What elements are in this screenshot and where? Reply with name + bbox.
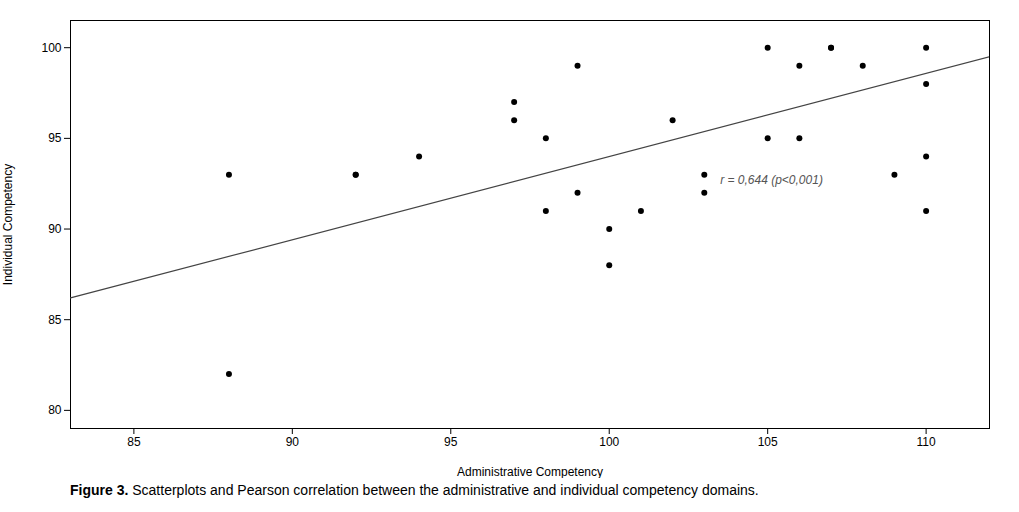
svg-text:105: 105 bbox=[758, 435, 778, 449]
svg-text:100: 100 bbox=[41, 41, 61, 55]
svg-text:85: 85 bbox=[48, 313, 62, 327]
svg-text:85: 85 bbox=[127, 435, 141, 449]
svg-text:Individual Competency: Individual Competency bbox=[1, 164, 15, 285]
html-text:Figure 3. Scatterplots and Pea: Figure 3. Scatterplots and Pearson corre… bbox=[70, 482, 759, 498]
svg-text:110: 110 bbox=[917, 435, 936, 449]
svg-text:r = 0,644 (p<0,001): r = 0,644 (p<0,001) bbox=[720, 173, 823, 187]
svg-text:95: 95 bbox=[48, 131, 62, 145]
svg-text:90: 90 bbox=[48, 222, 62, 236]
svg-text:100: 100 bbox=[599, 435, 619, 449]
svg-text:95: 95 bbox=[444, 435, 458, 449]
svg-text:80: 80 bbox=[48, 403, 62, 417]
svg-text:90: 90 bbox=[286, 435, 300, 449]
svg-text:Administrative Competency: Administrative Competency bbox=[457, 465, 603, 479]
